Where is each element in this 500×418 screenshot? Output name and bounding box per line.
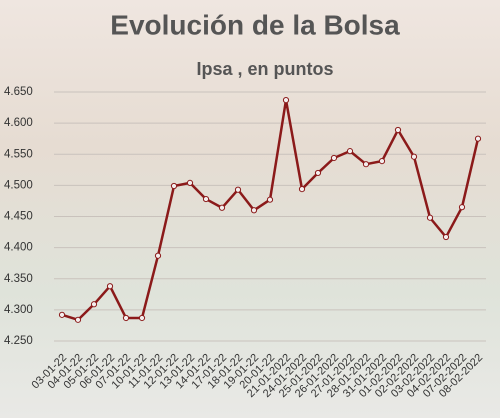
y-tick-label: 4.350 (4, 273, 33, 285)
marker (202, 195, 210, 203)
chart-subtitle: Ipsa , en puntos (196, 59, 333, 79)
y-tick-label: 4.650 (4, 86, 33, 98)
y-tick-label: 4.300 (4, 304, 33, 316)
marker (362, 161, 370, 168)
marker (410, 153, 418, 160)
marker (298, 186, 306, 193)
marker (154, 252, 162, 259)
marker (74, 316, 82, 323)
marker (442, 233, 450, 241)
marker (186, 179, 194, 186)
marker (58, 311, 66, 318)
marker (394, 126, 402, 134)
marker (250, 207, 258, 214)
marker (170, 182, 178, 190)
y-tick-label: 4.550 (4, 148, 33, 160)
marker (106, 283, 114, 290)
marker (266, 196, 274, 203)
y-tick-label: 4.450 (4, 211, 33, 223)
y-tick-label: 4.250 (4, 335, 33, 347)
marker (282, 96, 290, 104)
marker (426, 214, 434, 221)
marker (122, 314, 130, 322)
y-tick-label: 4.600 (4, 117, 33, 129)
marker (138, 314, 146, 322)
marker (90, 301, 98, 308)
marker (378, 157, 386, 165)
marker (218, 204, 226, 211)
y-tick-label: 4.500 (4, 179, 33, 191)
marker (314, 169, 322, 177)
chart-title: Evolución de la Bolsa (110, 9, 400, 40)
marker (330, 154, 338, 162)
marker (458, 204, 466, 211)
marker (234, 186, 242, 193)
y-tick-label: 4.400 (4, 242, 33, 254)
marker (474, 135, 482, 142)
marker (346, 148, 354, 155)
